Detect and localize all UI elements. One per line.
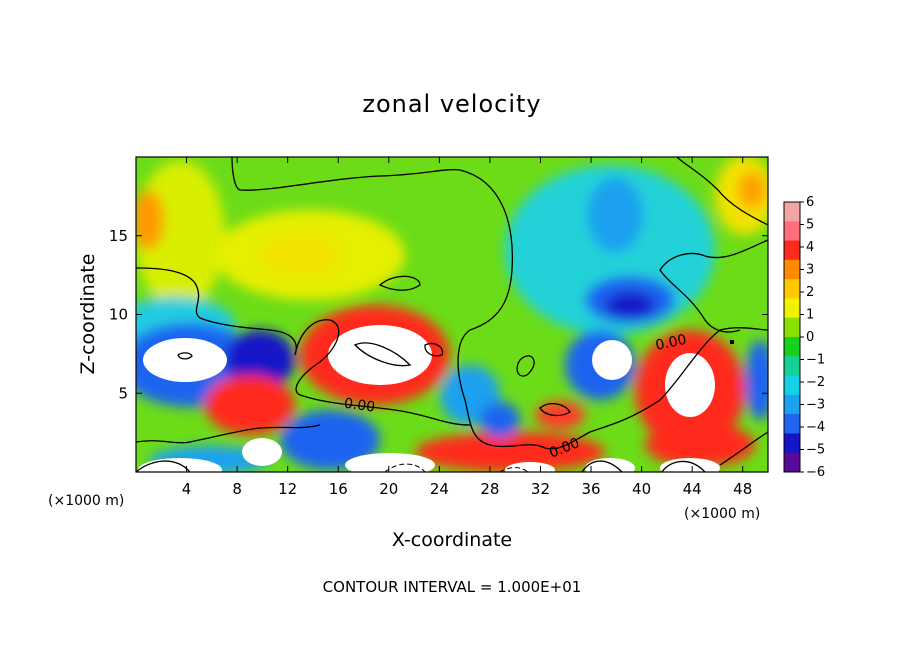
colorbar-label: 6 bbox=[806, 195, 814, 210]
colorbar-label: 4 bbox=[806, 240, 814, 255]
x-tick-label: 12 bbox=[278, 480, 297, 498]
colorbar-swatch bbox=[784, 240, 800, 261]
colorbar-label: −4 bbox=[806, 420, 825, 435]
contour-lines bbox=[136, 157, 768, 472]
colorbar-label: −1 bbox=[806, 353, 825, 368]
colorbar-swatch bbox=[784, 375, 800, 396]
colorbar-swatch bbox=[784, 279, 800, 299]
x-axis: 4 8 12 16 20 24 28 32 36 40 44 48 bbox=[182, 157, 752, 498]
x-unit-left: (×1000 m) bbox=[48, 493, 124, 509]
y-axis: 5 10 15 bbox=[109, 227, 768, 402]
colorbar-swatch bbox=[784, 202, 800, 222]
y-tick-label: 5 bbox=[118, 384, 128, 402]
colorbar-swatch bbox=[784, 433, 800, 454]
contour-interval-note: CONTOUR INTERVAL = 1.000E+01 bbox=[323, 578, 582, 596]
x-tick-label: 32 bbox=[531, 480, 550, 498]
chart-title: zonal velocity bbox=[362, 90, 541, 118]
y-tick-label: 15 bbox=[109, 227, 128, 245]
colorbar-swatch bbox=[784, 259, 800, 280]
colorbar-swatch bbox=[784, 414, 800, 434]
negative-contours bbox=[384, 463, 529, 472]
colorbar-swatch bbox=[784, 298, 800, 319]
colorbar-swatch bbox=[784, 317, 800, 338]
x-tick-label: 20 bbox=[379, 480, 398, 498]
x-tick-label: 48 bbox=[733, 480, 752, 498]
colorbar-label: 5 bbox=[806, 218, 814, 233]
x-tick-label: 24 bbox=[430, 480, 449, 498]
colorbar-swatch bbox=[784, 452, 800, 473]
x-tick-label: 40 bbox=[632, 480, 651, 498]
colorbar-label: 2 bbox=[806, 285, 814, 300]
colorbar-label: −3 bbox=[806, 398, 825, 413]
x-axis-label: X-coordinate bbox=[392, 529, 512, 551]
colorbar-label: 0 bbox=[806, 330, 814, 345]
y-tick-label: 10 bbox=[109, 306, 128, 324]
contour-label-left: 0.00 bbox=[343, 396, 376, 416]
colorbar-swatch bbox=[784, 337, 800, 357]
colorbar-swatch bbox=[784, 221, 800, 242]
x-tick-label: 44 bbox=[683, 480, 702, 498]
x-tick-label: 8 bbox=[232, 480, 242, 498]
y-axis-label: Z-coordinate bbox=[77, 254, 99, 375]
colorbar-label: −2 bbox=[806, 375, 825, 390]
x-tick-label: 36 bbox=[581, 480, 600, 498]
contour-label-right: 0.00 bbox=[654, 332, 688, 354]
x-tick-label: 28 bbox=[480, 480, 499, 498]
colorbar-label: −6 bbox=[806, 465, 825, 480]
heatmap-field bbox=[136, 157, 768, 472]
colorbar: 6 5 4 3 2 1 0 −1 −2 −3 −4 −5 −6 bbox=[783, 195, 825, 480]
x-tick-label: 16 bbox=[329, 480, 348, 498]
colorbar-label: −5 bbox=[806, 443, 825, 458]
colorbar-label: 1 bbox=[806, 308, 814, 323]
x-tick-label: 4 bbox=[182, 480, 192, 498]
x-unit-right: (×1000 m) bbox=[684, 506, 760, 522]
colorbar-label: 3 bbox=[806, 263, 814, 278]
colorbar-swatch bbox=[784, 394, 800, 415]
colorbar-swatch bbox=[784, 356, 800, 377]
